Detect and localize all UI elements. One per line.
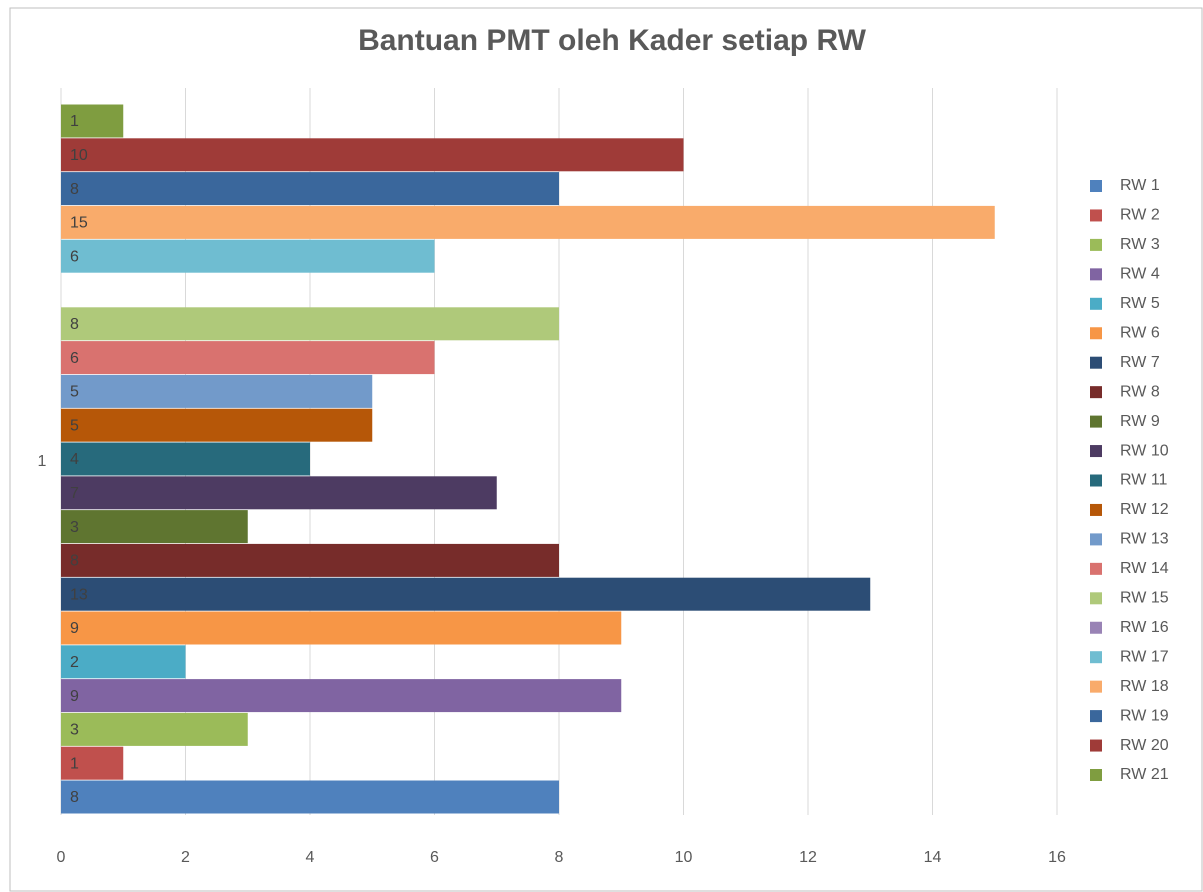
legend-label: RW 16 — [1120, 619, 1169, 636]
x-tick-label: 10 — [675, 849, 693, 866]
data-label: 8 — [70, 553, 79, 570]
x-tick-label: 0 — [57, 849, 66, 866]
legend-swatch — [1090, 327, 1102, 340]
data-label: 6 — [70, 248, 79, 265]
bar — [61, 712, 248, 746]
data-label: 1 — [70, 113, 79, 130]
legend-label: RW 6 — [1120, 324, 1160, 341]
legend-swatch — [1090, 268, 1102, 281]
bar — [61, 172, 559, 206]
bar — [61, 341, 435, 375]
x-tick-label: 4 — [306, 849, 315, 866]
legend-label: RW 10 — [1120, 442, 1169, 459]
data-label: 5 — [70, 417, 79, 434]
data-label: 5 — [70, 384, 79, 401]
legend-label: RW 9 — [1120, 413, 1160, 430]
legend-swatch — [1090, 474, 1102, 487]
legend-label: RW 4 — [1120, 266, 1160, 283]
bar — [61, 408, 373, 442]
x-tick-label: 6 — [430, 849, 439, 866]
legend-label: RW 15 — [1120, 590, 1169, 607]
bar — [61, 138, 684, 172]
bar — [61, 611, 622, 645]
legend-label: RW 12 — [1120, 501, 1169, 518]
legend-swatch — [1090, 710, 1102, 723]
legend-label: RW 14 — [1120, 560, 1169, 577]
legend-swatch — [1090, 562, 1102, 575]
x-tick-label: 16 — [1048, 849, 1066, 866]
legend-label: RW 5 — [1120, 295, 1160, 312]
data-label: 1 — [70, 755, 79, 772]
legend-swatch — [1090, 180, 1102, 192]
data-label: 13 — [70, 586, 88, 603]
legend-swatch — [1090, 592, 1102, 605]
bar — [61, 645, 186, 679]
legend-label: RW 11 — [1120, 472, 1168, 489]
legend-label: RW 20 — [1120, 737, 1169, 754]
legend-swatch — [1090, 297, 1102, 310]
data-label: 7 — [70, 485, 79, 502]
legend-swatch — [1090, 386, 1102, 399]
data-label: 8 — [70, 181, 79, 198]
data-label: 15 — [70, 215, 88, 232]
bar — [61, 205, 995, 239]
bar — [61, 510, 248, 544]
legend-label: RW 21 — [1120, 766, 1169, 783]
data-label: 3 — [70, 519, 79, 536]
x-tick-label: 2 — [181, 849, 190, 866]
bar — [61, 307, 559, 341]
legend-label: RW 2 — [1120, 207, 1160, 224]
legend-swatch — [1090, 680, 1102, 693]
bar — [61, 679, 622, 713]
x-tick-label: 14 — [924, 849, 942, 866]
legend-swatch — [1090, 209, 1102, 222]
legend-swatch — [1090, 503, 1102, 516]
chart-title: Bantuan PMT oleh Kader setiap RW — [358, 24, 867, 57]
legend-swatch — [1090, 769, 1102, 781]
legend-swatch — [1090, 356, 1102, 369]
legend-label: RW 19 — [1120, 707, 1169, 724]
legend-label: RW 7 — [1120, 354, 1160, 371]
legend-swatch — [1090, 651, 1102, 664]
legend-swatch — [1090, 621, 1102, 634]
bar — [61, 374, 373, 408]
data-label: 9 — [70, 620, 79, 637]
data-label: 3 — [70, 722, 79, 739]
bar — [61, 476, 497, 510]
y-tick-label: 1 — [38, 453, 47, 470]
legend-swatch — [1090, 533, 1102, 546]
data-label: 8 — [70, 789, 79, 806]
data-label: 4 — [70, 451, 79, 468]
bar — [61, 780, 559, 814]
legend-label: RW 1 — [1120, 177, 1160, 194]
legend-label: RW 3 — [1120, 236, 1160, 253]
bar — [61, 239, 435, 273]
legend-swatch — [1090, 445, 1102, 458]
legend-label: RW 18 — [1120, 678, 1169, 695]
data-label: 9 — [70, 688, 79, 705]
legend-swatch — [1090, 415, 1102, 428]
legend-swatch — [1090, 238, 1102, 251]
legend-label: RW 17 — [1120, 648, 1169, 665]
data-label: 8 — [70, 316, 79, 333]
bar — [61, 577, 871, 611]
data-label: 6 — [70, 350, 79, 367]
data-label: 10 — [70, 147, 88, 164]
legend-label: RW 13 — [1120, 531, 1169, 548]
bar — [61, 104, 124, 138]
bar — [61, 543, 559, 577]
legend-swatch — [1090, 739, 1102, 752]
data-label: 2 — [70, 654, 79, 671]
x-tick-label: 8 — [555, 849, 564, 866]
bar — [61, 746, 124, 780]
x-tick-label: 12 — [799, 849, 817, 866]
bar — [61, 442, 310, 476]
legend-label: RW 8 — [1120, 383, 1160, 400]
